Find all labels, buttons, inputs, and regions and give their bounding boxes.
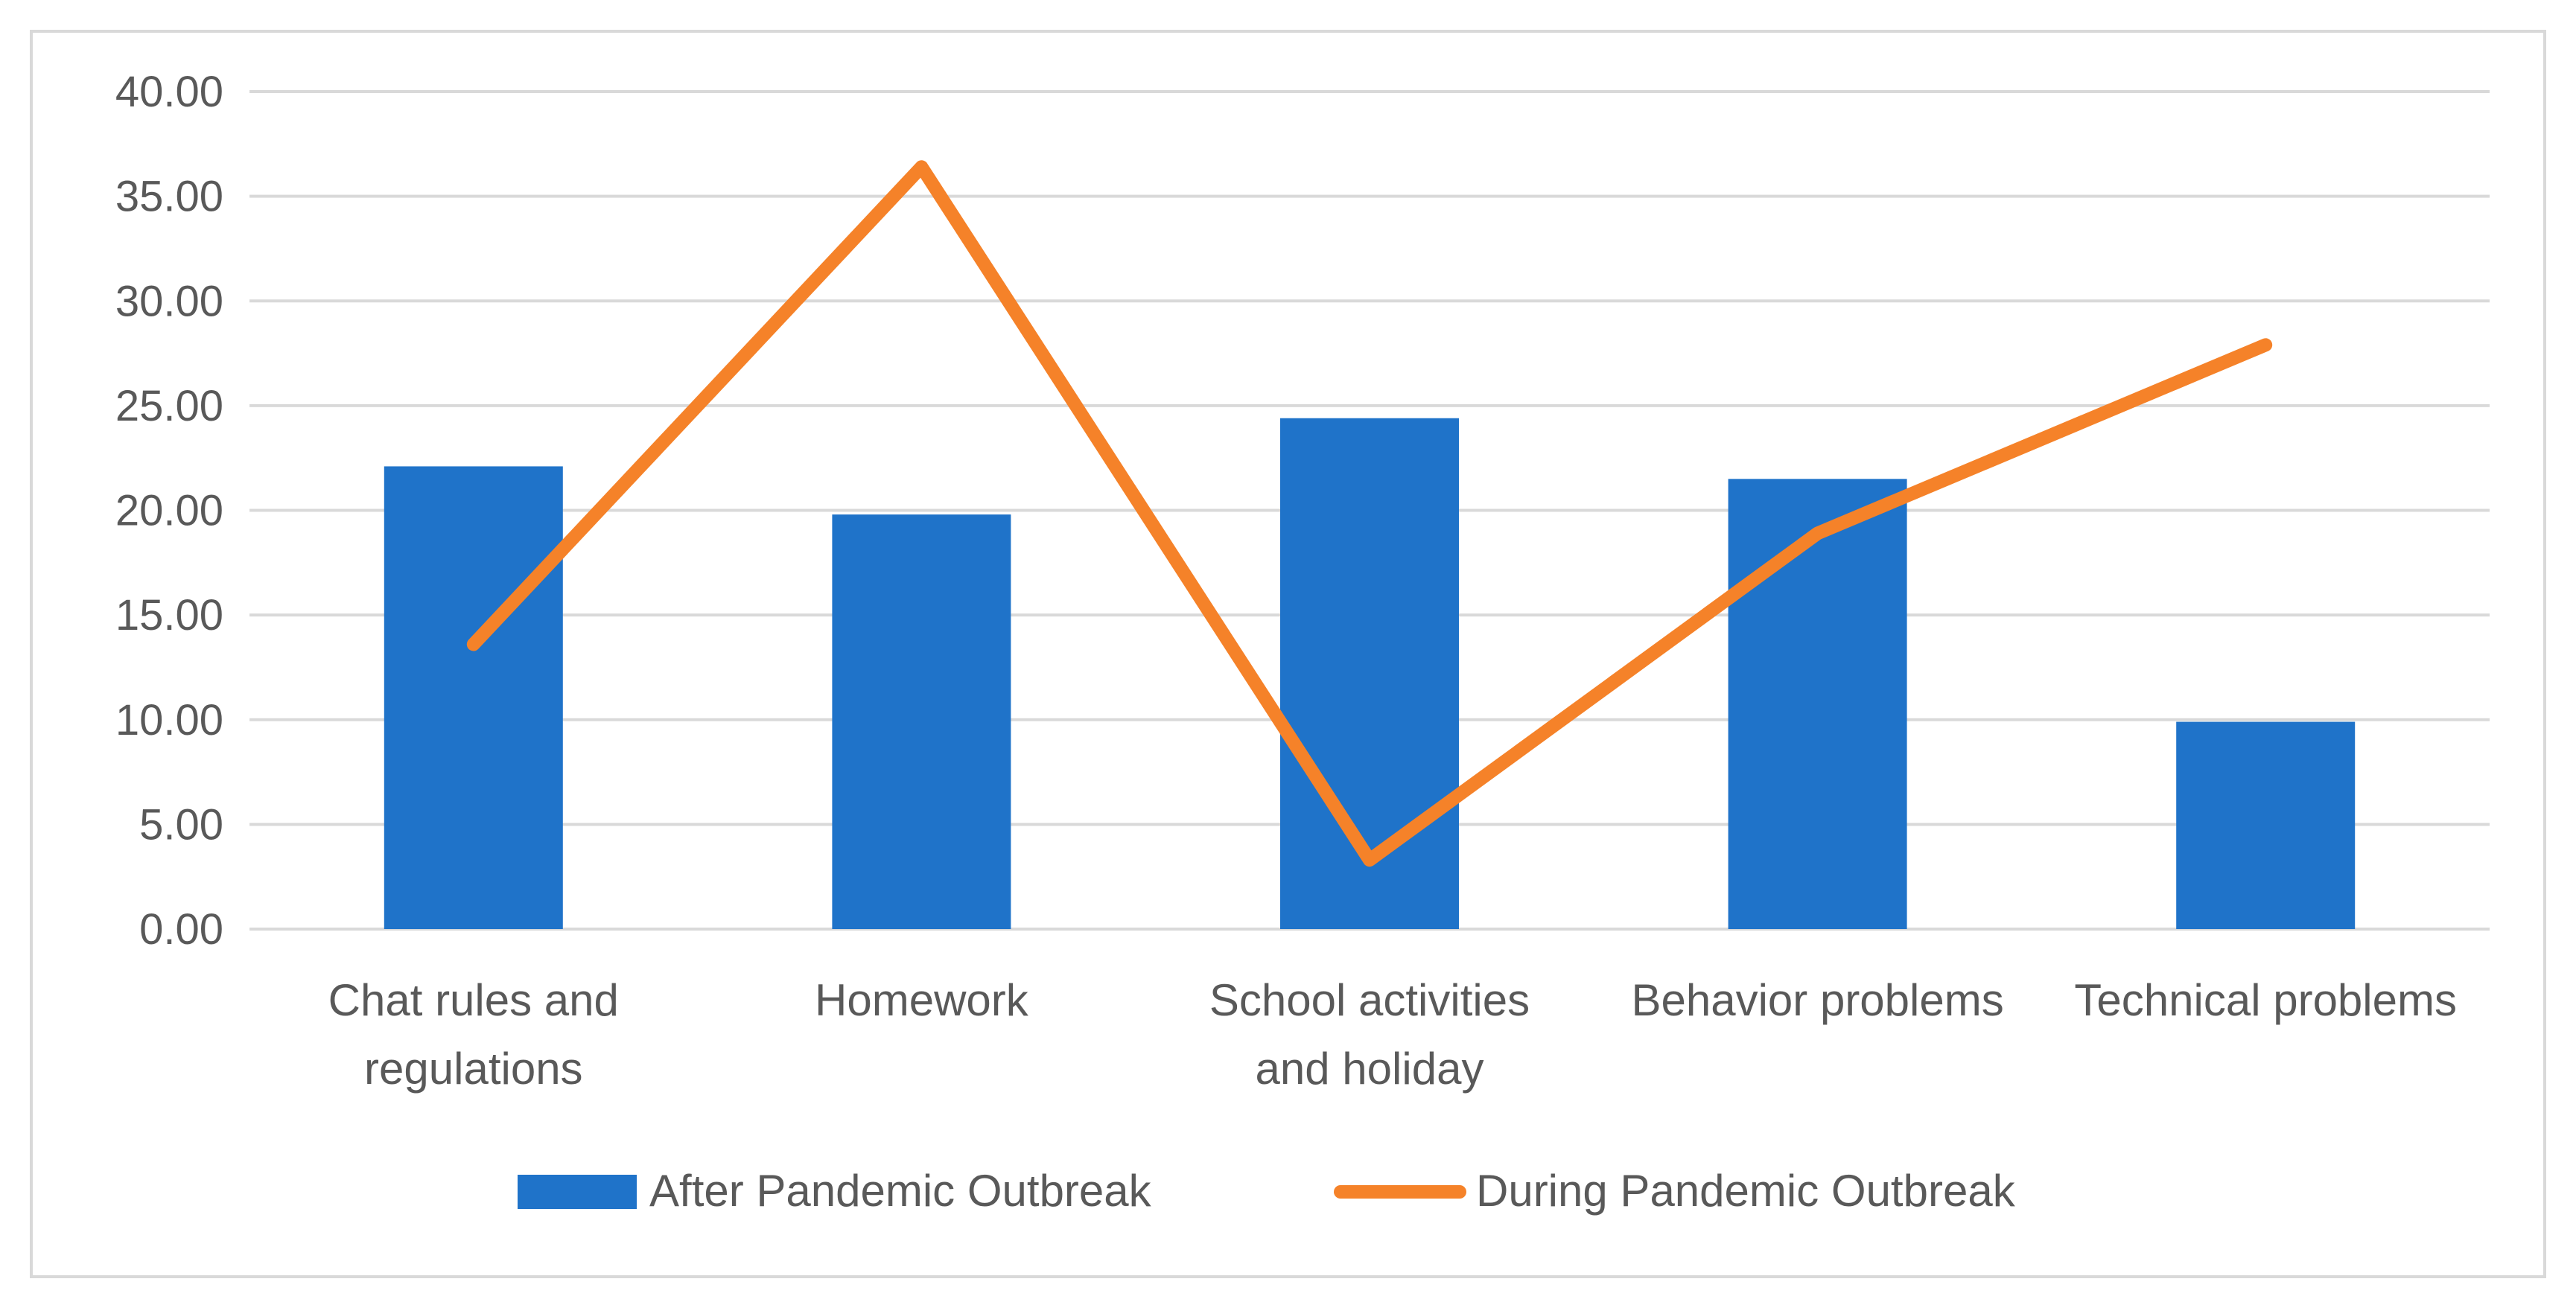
y-tick-label: 35.00 (115, 173, 223, 221)
legend-label-line: During Pandemic Outbreak (1476, 1166, 2016, 1216)
y-tick-label: 10.00 (115, 696, 223, 744)
y-tick-label: 5.00 (139, 800, 223, 849)
bar (384, 466, 563, 929)
line-series (466, 160, 2273, 867)
legend-label-bar: After Pandemic Outbreak (649, 1166, 1152, 1216)
y-tick-label: 40.00 (115, 68, 223, 116)
legend: After Pandemic Outbreak During Pandemic … (518, 1166, 2016, 1216)
x-category-label: Homework (815, 975, 1029, 1025)
y-tick-label: 30.00 (115, 277, 223, 325)
y-tick-label: 0.00 (139, 905, 223, 954)
x-category-label: regulations (364, 1044, 583, 1094)
x-category-label: and holiday (1256, 1044, 1484, 1094)
bar (1280, 418, 1459, 929)
bar (2176, 721, 2356, 929)
x-axis-category-labels: Chat rules and regulations Homework School … (328, 975, 2457, 1094)
x-category-label: Technical problems (2074, 975, 2457, 1025)
legend-swatch-bar (518, 1175, 637, 1209)
series-line (466, 160, 2273, 867)
x-category-label: School activities (1209, 975, 1530, 1025)
bar (1728, 479, 1907, 929)
bar-series (384, 418, 2356, 929)
x-category-label: Chat rules and (328, 975, 619, 1025)
y-axis-tick-labels: 0.00 5.00 10.00 15.00 20.00 25.00 30.00 35.00 40… (115, 68, 223, 954)
y-tick-label: 15.00 (115, 591, 223, 639)
bar (832, 514, 1011, 929)
y-tick-label: 20.00 (115, 487, 223, 535)
x-category-label: Behavior problems (1631, 975, 2003, 1025)
y-tick-label: 25.00 (115, 382, 223, 430)
